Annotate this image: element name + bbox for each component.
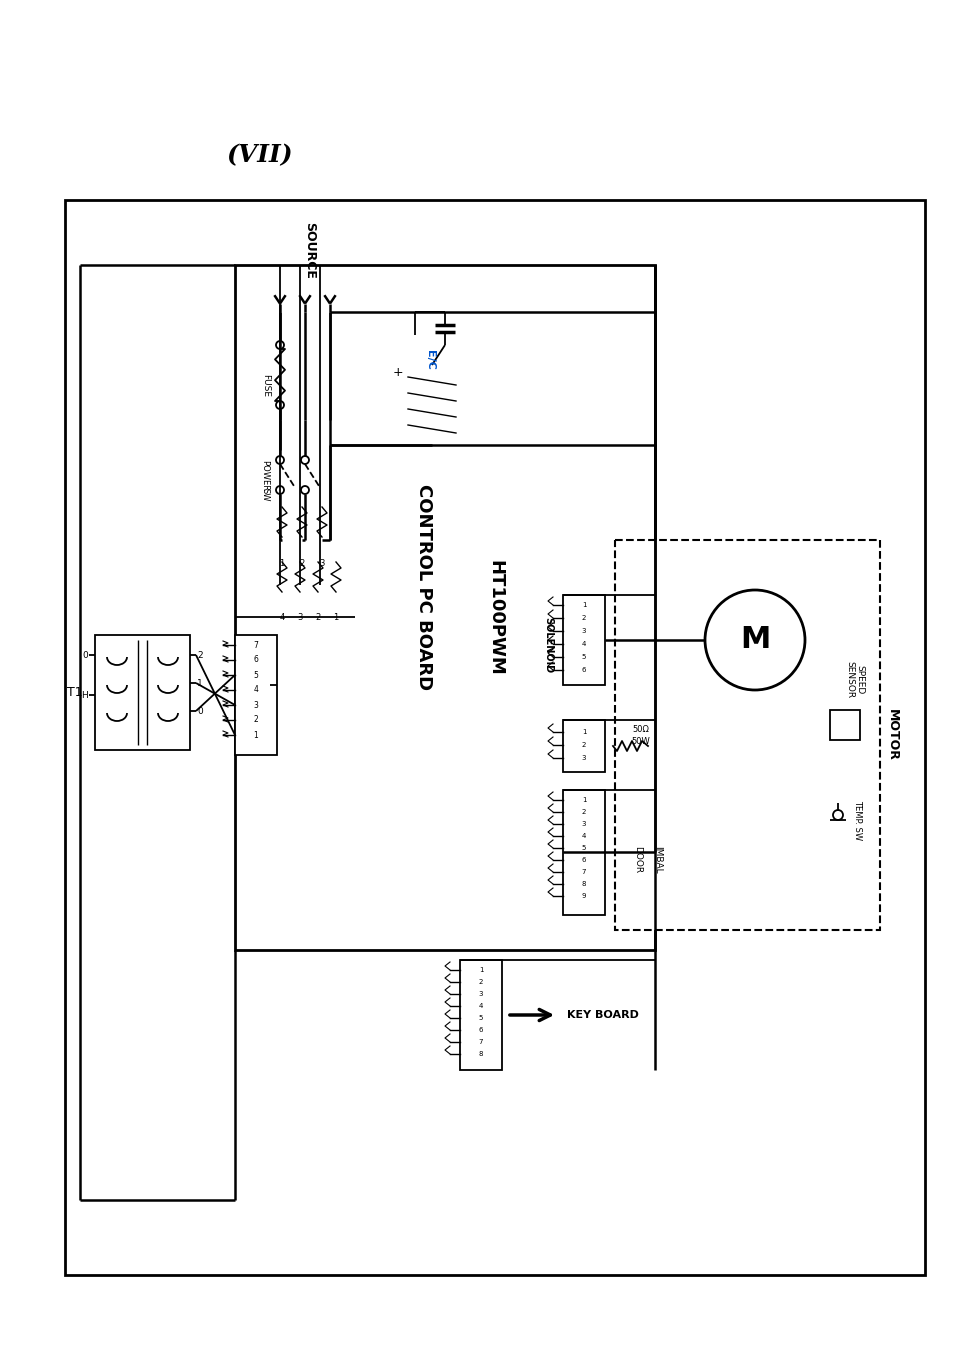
Bar [459,960,501,1070]
Text: 1: 1 [279,558,284,568]
Text: (VII): (VII) [227,143,293,167]
Text: 5: 5 [253,670,258,679]
Text: 5: 5 [478,1015,482,1020]
Circle shape [704,590,804,690]
Text: 2: 2 [478,979,482,985]
Text: 7: 7 [253,640,258,650]
Text: 1: 1 [253,731,258,740]
Bar [562,790,604,915]
Text: 8: 8 [478,1051,483,1057]
Text: 4: 4 [253,686,258,694]
Text: 4: 4 [581,642,585,647]
Text: 5: 5 [581,654,585,661]
Text: 3: 3 [297,613,302,623]
Text: 2: 2 [581,809,585,816]
Text: 4: 4 [581,833,585,838]
Bar [95,635,190,749]
Bar [65,200,924,1275]
Bar [234,266,655,950]
Text: 1: 1 [197,678,203,687]
Text: 50Ω: 50Ω [632,725,649,735]
Bar [829,710,859,740]
Text: HT100PWM: HT100PWM [486,559,504,675]
Text: 5: 5 [581,845,585,851]
Text: SOLENOID: SOLENOID [542,617,553,673]
Text: 1: 1 [581,797,586,803]
Text: 6: 6 [478,1027,483,1033]
Text: 2: 2 [581,741,585,748]
Text: +: + [393,367,403,380]
Text: SPEED
SENSOR: SPEED SENSOR [844,662,863,698]
Bar [562,720,604,772]
Text: 2: 2 [253,716,258,724]
Text: IMBAL: IMBAL [653,847,661,874]
Text: POWER: POWER [260,461,269,492]
Text: 3: 3 [581,628,586,634]
Bar [562,594,604,685]
Text: 1: 1 [581,729,586,735]
Text: 3: 3 [253,701,258,709]
Text: SW: SW [260,488,269,501]
Bar [408,365,456,445]
Text: SOURCE: SOURCE [303,221,316,279]
Bar [615,541,879,930]
Text: 3: 3 [478,991,483,998]
Text: 7: 7 [581,869,586,875]
Text: M: M [739,625,769,655]
Text: H: H [82,690,89,700]
Text: 6: 6 [253,655,258,665]
Text: 4: 4 [279,613,284,623]
Text: CONTROL PC BOARD: CONTROL PC BOARD [415,484,433,690]
Text: 1: 1 [581,603,586,608]
Text: 2: 2 [197,651,203,659]
Text: 3: 3 [319,558,324,568]
Text: 50W: 50W [631,737,650,747]
Text: 7: 7 [478,1039,483,1045]
Text: 0: 0 [82,651,88,659]
Text: 4: 4 [478,1003,482,1010]
Text: 1: 1 [478,967,483,973]
Text: 6: 6 [581,857,586,863]
Bar [270,594,355,640]
Text: 8: 8 [581,882,586,887]
Bar [270,541,339,585]
Text: TEMP. SW: TEMP. SW [853,799,862,840]
Bar [234,635,276,755]
Text: T1: T1 [67,686,83,698]
Text: 1: 1 [333,613,338,623]
Text: 2: 2 [581,615,585,621]
Text: MOTOR: MOTOR [884,709,898,760]
Text: E/C: E/C [424,350,435,369]
Text: KEY BOARD: KEY BOARD [566,1010,639,1020]
Text: 2: 2 [315,613,320,623]
Text: DOOR: DOOR [633,847,641,874]
Text: 2: 2 [299,558,304,568]
Text: 3: 3 [581,821,586,828]
Text: FUSE: FUSE [261,373,271,396]
Text: 9: 9 [581,892,586,899]
Text: 0: 0 [197,706,203,716]
Text: 3: 3 [581,755,586,762]
Text: 6: 6 [581,667,586,673]
